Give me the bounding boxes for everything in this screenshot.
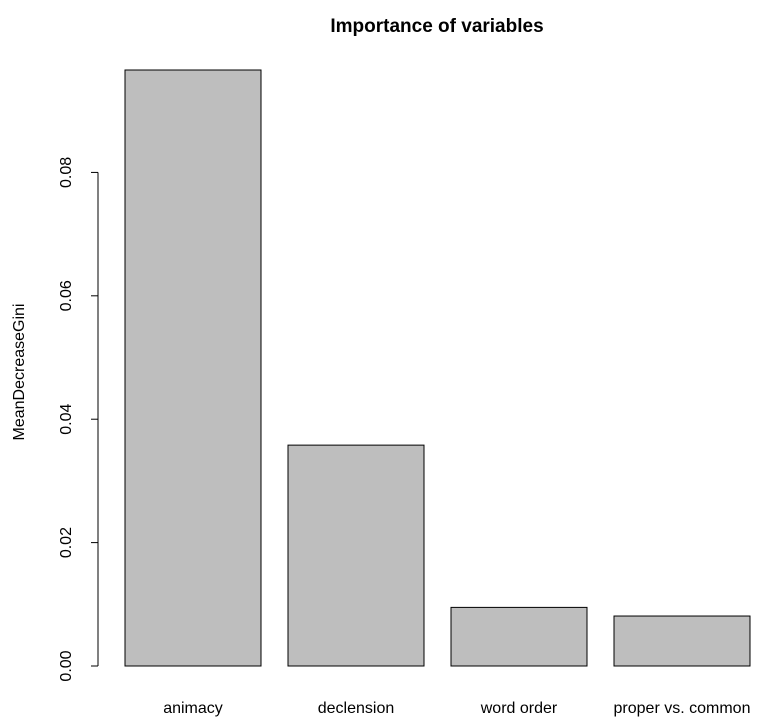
y-tick-label: 0.06 — [58, 280, 75, 311]
x-category-label: animacy — [163, 700, 223, 717]
bar-proper-vs-common — [613, 615, 751, 667]
bars-group — [124, 69, 751, 667]
y-tick-label: 0.08 — [58, 157, 75, 188]
x-category-label: word order — [480, 700, 558, 717]
x-category-label: declension — [318, 700, 395, 717]
y-axis-label: MeanDecreaseGini — [11, 304, 28, 441]
y-axis: 0.00 0.02 0.04 0.06 0.08 — [58, 157, 99, 682]
y-tick-label: 0.00 — [58, 650, 75, 681]
bar-animacy — [124, 69, 262, 667]
bar-word-order — [450, 606, 588, 667]
y-tick-label: 0.02 — [58, 527, 75, 558]
category-labels: animacy declension word order proper vs. co… — [163, 700, 750, 717]
chart-title: Importance of variables — [330, 16, 543, 37]
x-category-label: proper vs. common — [614, 700, 751, 717]
y-tick-label: 0.04 — [58, 404, 75, 435]
bar-declension — [287, 444, 425, 667]
